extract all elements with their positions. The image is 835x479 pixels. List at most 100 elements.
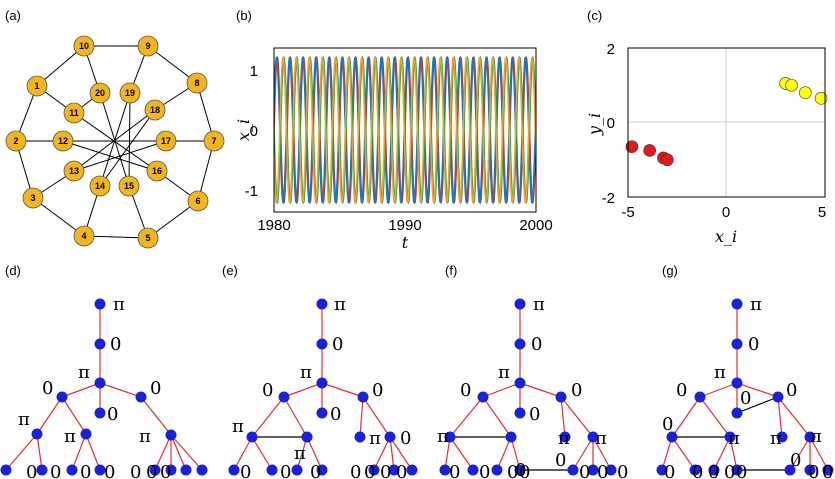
tree-edge [496, 436, 512, 471]
tree-node [605, 464, 617, 476]
tree-label: 0 [736, 462, 747, 479]
tree-edge [510, 436, 521, 471]
tree-edge [699, 396, 731, 438]
tree-node [439, 464, 451, 476]
ytick-b-3: -1 [245, 183, 258, 200]
panel-label-d: (d) [5, 263, 21, 278]
tree-label: 0 [160, 462, 171, 479]
tree-edge [671, 396, 701, 438]
tree-label: 0 [531, 334, 542, 355]
tree-label: 0 [396, 462, 407, 479]
tree-node [31, 428, 43, 440]
tree-label: 0 [330, 404, 341, 425]
tree-label: 0 [507, 462, 518, 479]
tree-label: 0 [664, 462, 675, 479]
xtick-c-3: 5 [818, 204, 826, 221]
tree-label: π [810, 426, 822, 447]
tree-label: 0 [662, 414, 673, 435]
tree-node [804, 464, 816, 476]
graph-node [63, 102, 85, 124]
tree-node [36, 464, 48, 476]
tree-label: 0 [822, 462, 833, 479]
tree-edge [713, 436, 731, 471]
tree-edge [296, 436, 308, 471]
tree-label: 0 [364, 462, 375, 479]
graph-edge [32, 197, 85, 237]
scatter-point [798, 86, 812, 99]
tree-node [731, 298, 743, 310]
graph-node [63, 160, 85, 182]
scatter-points [625, 77, 828, 167]
tree-label: 0 [150, 378, 161, 399]
tree-label: π [139, 426, 151, 447]
graph-node-label: 13 [69, 166, 79, 176]
tree-node [228, 464, 240, 476]
graph-node [186, 72, 208, 94]
graph-node-label: 8 [194, 78, 199, 88]
tree-label: 0 [579, 462, 590, 479]
tree-node [514, 377, 526, 389]
tree-node [567, 464, 579, 476]
graph-node [118, 175, 140, 197]
tree-label: π [533, 294, 545, 315]
tree-label: 0 [146, 462, 157, 479]
tree-edge [560, 396, 594, 438]
tree-label: π [64, 426, 76, 447]
tree-node [514, 298, 526, 310]
graph-node-label: 7 [211, 136, 216, 146]
tree-node [149, 464, 161, 476]
graph-node [89, 175, 111, 197]
series-line-4 [274, 56, 536, 204]
graph-node-label: 18 [150, 105, 160, 115]
tree-label: 0 [400, 428, 411, 449]
tree-node [94, 377, 106, 389]
tree-edge [321, 382, 364, 398]
tree-node [731, 407, 743, 419]
tree-edge [444, 436, 451, 471]
tree-label: 0 [519, 462, 530, 479]
panel-label-e: (e) [222, 263, 238, 278]
tree-label: 0 [529, 404, 540, 425]
tree-node [388, 464, 400, 476]
tree-edge [140, 396, 172, 436]
tree-node [316, 407, 328, 419]
tree-node [316, 298, 328, 310]
graph-node [52, 130, 74, 152]
tree-label: π [113, 294, 125, 315]
tree-edge [362, 396, 391, 438]
graph-node [26, 75, 48, 97]
tree-label: 0 [42, 378, 53, 399]
ytick-c-1: 2 [607, 41, 615, 58]
tree-label: π [300, 362, 312, 383]
tree-label: π [78, 362, 90, 383]
tree-node [94, 338, 106, 350]
graph-node [73, 225, 95, 247]
tree-node [354, 431, 366, 443]
tree-node [491, 464, 503, 476]
tree-node [731, 464, 743, 476]
tree-edge [777, 396, 811, 438]
tree-node [80, 428, 92, 440]
tree-edge [99, 382, 142, 398]
tree-node [666, 431, 678, 443]
tree-label: π [437, 426, 449, 447]
tree-node [316, 464, 328, 476]
plot-frame-c [627, 47, 826, 198]
tree-node [180, 464, 192, 476]
tree-node [555, 391, 567, 403]
tree-label: 0 [515, 460, 526, 479]
graph-node [137, 227, 159, 249]
tree-edge [36, 433, 43, 471]
graph-node-label: 17 [161, 136, 171, 146]
panel-label-a: (a) [5, 8, 21, 23]
scatter-point [785, 78, 798, 92]
tree-edge [389, 436, 413, 471]
tree-label: 0 [597, 462, 608, 479]
tree-edge [449, 436, 474, 471]
tree-label: 0 [280, 462, 291, 479]
tree-edge [736, 382, 779, 398]
tree-edge [85, 433, 101, 471]
tree-label: 0 [130, 462, 141, 479]
